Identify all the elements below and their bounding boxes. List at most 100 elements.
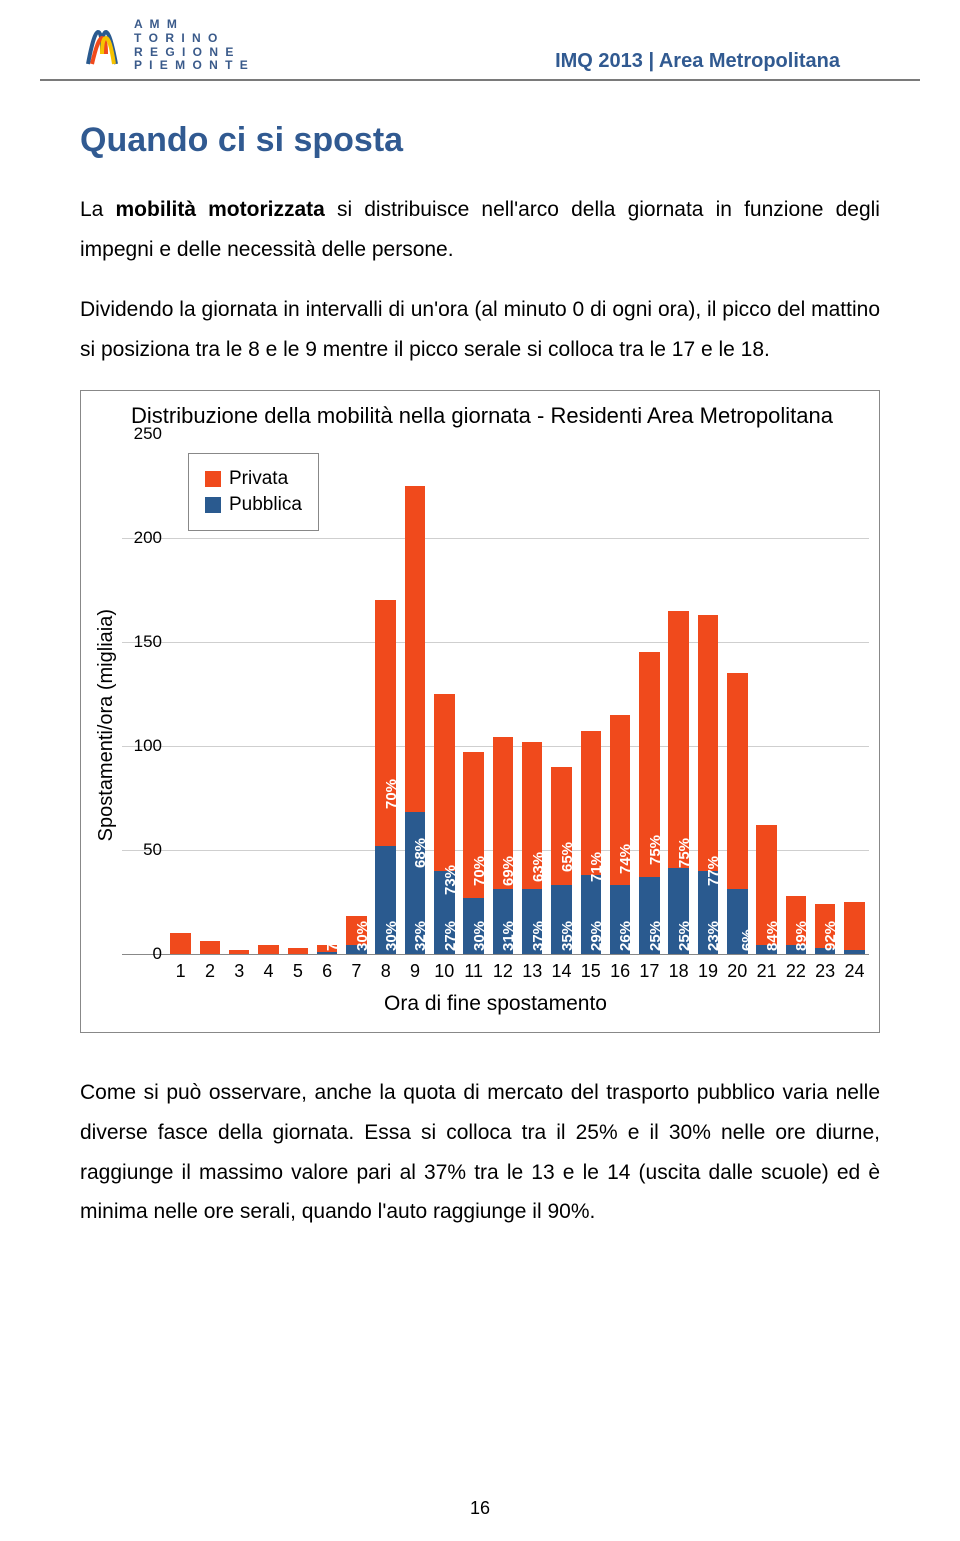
bar-slot: 79%: [342, 435, 371, 954]
x-tick: 18: [664, 961, 693, 982]
x-tick: 13: [518, 961, 547, 982]
logo-text: A M M T O R I N O R E G I O N E P I E M …: [134, 18, 250, 73]
bar-pct-label: 84%: [764, 921, 781, 951]
bar-pct-label: 63%: [529, 852, 546, 882]
bar-pct-label: 27%: [442, 921, 459, 951]
stacked-bar: 29%71%: [610, 715, 631, 954]
stacked-bar: [170, 933, 191, 954]
bar-pct-label: 65%: [559, 842, 576, 872]
bar-slot: 23%77%: [723, 435, 752, 954]
bar-segment-privata: [170, 933, 191, 954]
bar-segment-pubblica: [317, 952, 338, 954]
x-tick: 5: [283, 961, 312, 982]
x-tick: 16: [605, 961, 634, 982]
x-tick: 17: [635, 961, 664, 982]
stacked-bar: 32%68%: [434, 694, 455, 954]
bar-pct-label: 25%: [647, 921, 664, 951]
legend-item-pubblica: Pubblica: [205, 494, 302, 516]
x-tick-row: 123456789101112131415161718192021222324: [122, 961, 869, 982]
bar-segment-privata: 70%: [405, 486, 426, 813]
bar-pct-label: 70%: [354, 813, 371, 843]
y-tick: 0: [126, 944, 162, 964]
x-tick: 24: [840, 961, 869, 982]
stacked-bar: 23%77%: [727, 673, 748, 954]
stacked-bar: [288, 948, 309, 954]
section-title: Quando ci si sposta: [80, 121, 880, 160]
y-tick: 250: [126, 424, 162, 444]
bar-pct-label: 79%: [324, 921, 341, 951]
bar-pct-label: 89%: [793, 921, 810, 951]
bar-segment-privata: [288, 948, 309, 954]
logo-icon: [80, 24, 124, 68]
stacked-bar: [258, 945, 279, 953]
paragraph-1: La mobilità motorizzata si distribuisce …: [80, 190, 880, 270]
bar-pct-label: 70%: [383, 779, 400, 809]
bar-pct-label: 71%: [588, 852, 605, 882]
legend-label: Pubblica: [229, 494, 302, 516]
bar-segment-privata: 77%: [727, 673, 748, 889]
bar-segment-privata: 75%: [668, 611, 689, 869]
bar-pct-label: 75%: [647, 835, 664, 865]
bar-slot: 92%: [840, 435, 869, 954]
bar-pct-label: 25%: [676, 921, 693, 951]
bar-pct-label: 37%: [529, 921, 546, 951]
x-tick: 19: [693, 961, 722, 982]
x-tick: 9: [400, 961, 429, 982]
bar-slot: 37%63%: [547, 435, 576, 954]
x-tick: 4: [254, 961, 283, 982]
stacked-bar: 25%75%: [698, 615, 719, 954]
header-title: IMQ 2013 | Area Metropolitana: [555, 50, 840, 73]
x-tick: 3: [225, 961, 254, 982]
stacked-bar: 25%75%: [668, 611, 689, 954]
bar-pct-label: 35%: [559, 921, 576, 951]
bar-slot: 30%70%: [400, 435, 429, 954]
bar-pct-label: 68%: [412, 838, 429, 868]
bar-slot: 29%71%: [605, 435, 634, 954]
bar-segment-privata: [229, 950, 250, 954]
bar-segment-privata: [258, 945, 279, 953]
bar-pct-label: 32%: [412, 921, 429, 951]
x-tick: 7: [342, 961, 371, 982]
bar-segment-privata: [844, 902, 865, 950]
bar-slot: 25% 75%: [664, 435, 693, 954]
bar-pct-label: 26%: [617, 921, 634, 951]
bar-pct-label: 70%: [471, 856, 488, 886]
x-tick: 14: [547, 961, 576, 982]
legend-swatch-pubblica: [205, 497, 221, 513]
bar-pct-label: 69%: [500, 856, 517, 886]
stacked-bar: 30%70%: [375, 600, 396, 954]
legend-label: Privata: [229, 468, 288, 490]
stacked-bar: [229, 950, 250, 954]
x-tick: 2: [195, 961, 224, 982]
chart-legend: Privata Pubblica: [188, 453, 319, 531]
stacked-bar: [200, 941, 221, 953]
y-tick: 100: [126, 736, 162, 756]
bar-pct-label: 23%: [705, 921, 722, 951]
x-tick: 15: [576, 961, 605, 982]
stacked-bar: 26%74%: [639, 652, 660, 954]
legend-item-privata: Privata: [205, 468, 302, 490]
chart-title: Distribuzione della mobilità nella giorn…: [131, 403, 869, 429]
bar-pct-label: 92%: [822, 921, 839, 951]
bar-slot: 6%: [752, 435, 781, 954]
bar-segment-privata: [200, 941, 221, 953]
y-tick: 50: [126, 840, 162, 860]
legend-swatch-privata: [205, 471, 221, 487]
x-tick: 20: [723, 961, 752, 982]
y-axis-label: Spostamenti/ora (migliaia): [91, 609, 122, 841]
paragraph-2: Dividendo la giornata in intervalli di u…: [80, 290, 880, 370]
bar-pct-label: 31%: [500, 921, 517, 951]
x-tick: 22: [781, 961, 810, 982]
x-tick: 6: [312, 961, 341, 982]
bar-segment-privata: 75%: [698, 615, 719, 871]
bar-pct-label: 75%: [676, 838, 693, 868]
page-number: 16: [0, 1498, 960, 1519]
chart-container: Distribuzione della mobilità nella giorn…: [80, 390, 880, 1033]
page-header: A M M T O R I N O R E G I O N E P I E M …: [40, 0, 920, 81]
y-tick: 150: [126, 632, 162, 652]
bar-pct-label: 73%: [442, 865, 459, 895]
bar-pct-label: 30%: [354, 921, 371, 951]
bar-slot: 84%: [781, 435, 810, 954]
x-tick: 1: [166, 961, 195, 982]
paragraph-3: Come si può osservare, anche la quota di…: [80, 1073, 880, 1233]
